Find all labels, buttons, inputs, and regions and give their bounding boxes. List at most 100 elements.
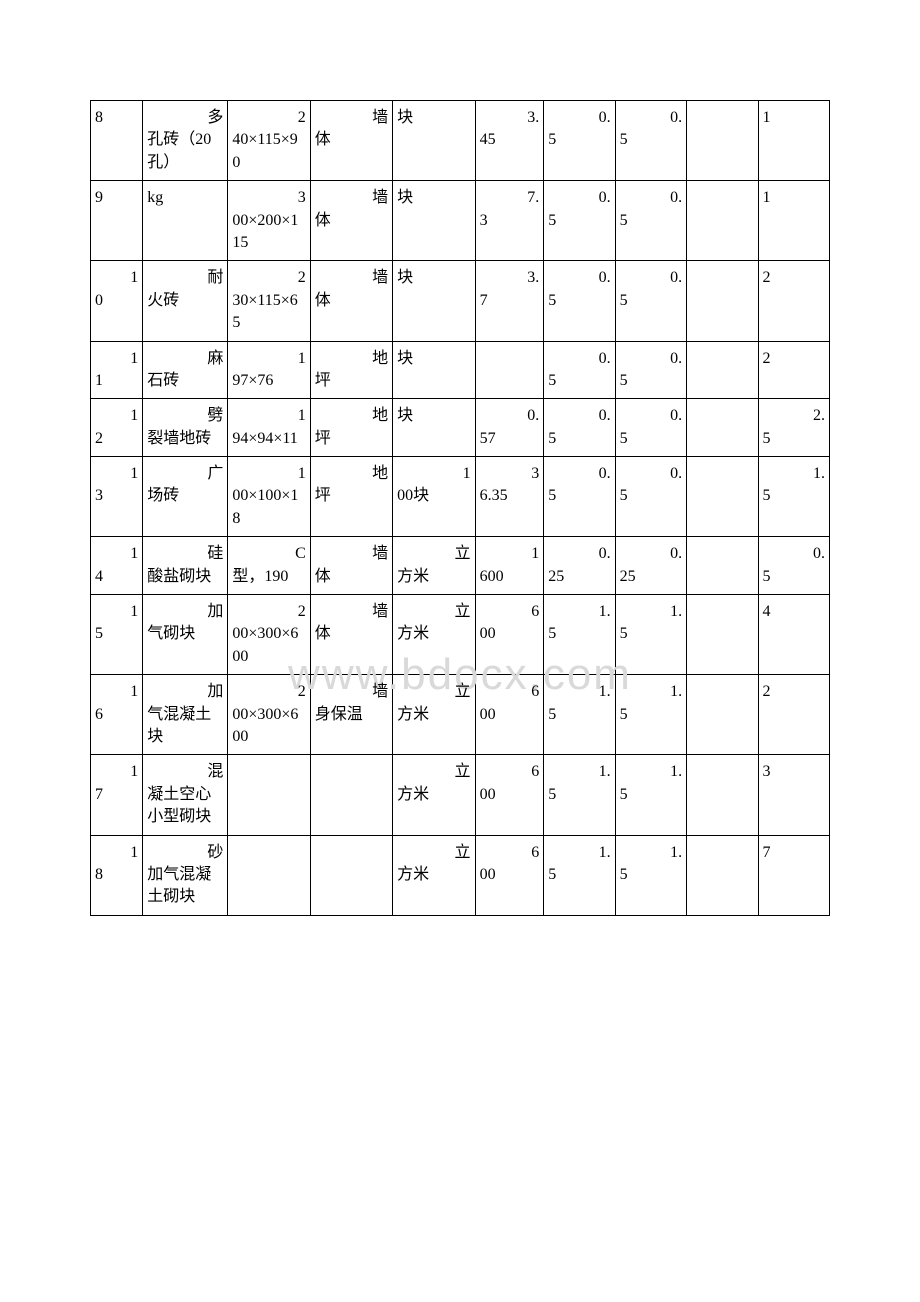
cell-bottom-left: 8 — [95, 864, 138, 886]
cell-top-right: 加 — [147, 601, 223, 623]
cell-bottom-left: 体 — [315, 623, 388, 645]
table-cell — [228, 835, 310, 915]
cell-bottom-left: 块 — [397, 405, 470, 427]
table-cell: 7.3 — [475, 181, 544, 261]
cell-top-right: 3. — [480, 107, 540, 129]
cell-top-right: 3 — [480, 463, 540, 485]
cell-top-right: 1 — [232, 463, 305, 485]
cell-bottom-left: 7 — [763, 842, 826, 864]
table-cell: 0.5 — [615, 181, 686, 261]
cell-bottom-left: 5 — [620, 290, 682, 312]
table-cell: 0.5 — [615, 101, 686, 181]
cell-bottom-left: 7 — [480, 290, 540, 312]
table-cell: 15 — [91, 595, 143, 675]
cell-bottom-left: 5 — [548, 210, 610, 232]
cell-top-right: 1. — [620, 601, 682, 623]
table-cell: 地坪 — [310, 399, 392, 457]
cell-top-right: 1 — [232, 405, 305, 427]
cell-top-right: 0. — [548, 543, 610, 565]
table-cell: 块 — [393, 399, 475, 457]
cell-top-right: 立 — [397, 681, 470, 703]
cell-bottom-left: 00×300×600 — [232, 704, 305, 749]
cell-bottom-left: 凝土空心小型砌块 — [147, 784, 223, 829]
table-cell: 230×115×65 — [228, 261, 310, 341]
materials-table: 8多孔砖（20孔）240×115×90墙体块3.450.50.519kg300×… — [90, 100, 830, 916]
cell-bottom-left: 00×300×600 — [232, 623, 305, 668]
table-cell: 墙体 — [310, 537, 392, 595]
cell-bottom-left: 火砖 — [147, 290, 223, 312]
table-cell: 墙体 — [310, 101, 392, 181]
cell-top-right: 1. — [548, 842, 610, 864]
cell-bottom-left: 坪 — [315, 428, 388, 450]
cell-top-right: 6 — [480, 601, 540, 623]
cell-bottom-left: 5 — [620, 428, 682, 450]
cell-top-right: 墙 — [315, 681, 388, 703]
cell-bottom-left: 块 — [397, 267, 470, 289]
table-cell: 0.25 — [615, 537, 686, 595]
table-cell: 1.5 — [544, 675, 615, 755]
cell-bottom-left: 酸盐砌块 — [147, 566, 223, 588]
table-cell: 16 — [91, 675, 143, 755]
table-cell: 600 — [475, 835, 544, 915]
cell-top-right: 1. — [548, 761, 610, 783]
cell-bottom-left: 5 — [620, 129, 682, 151]
table-cell: 墙体 — [310, 595, 392, 675]
table-cell: 0.5 — [544, 261, 615, 341]
table-cell: 3 — [758, 755, 830, 835]
cell-top-right: 1 — [95, 761, 138, 783]
table-cell: 立方米 — [393, 675, 475, 755]
cell-bottom-left: 00 — [480, 864, 540, 886]
table-cell: 13 — [91, 457, 143, 537]
table-cell: 0.25 — [544, 537, 615, 595]
cell-bottom-left: 40×115×90 — [232, 129, 305, 174]
cell-top-right: 1 — [95, 543, 138, 565]
cell-top-right: 1 — [480, 543, 540, 565]
table-cell: 200×300×600 — [228, 595, 310, 675]
table-cell: 197×76 — [228, 341, 310, 399]
table-cell: 600 — [475, 675, 544, 755]
cell-top-right: 1 — [95, 463, 138, 485]
table-cell: 墙体 — [310, 181, 392, 261]
cell-bottom-left: 5 — [95, 623, 138, 645]
table-cell: 2.5 — [758, 399, 830, 457]
table-cell: 混凝土空心小型砌块 — [143, 755, 228, 835]
cell-bottom-left: 5 — [620, 864, 682, 886]
cell-bottom-left: 加气混凝土砌块 — [147, 864, 223, 909]
cell-top-right: 墙 — [315, 187, 388, 209]
cell-bottom-left: 5 — [548, 370, 610, 392]
cell-top-right: 2 — [232, 601, 305, 623]
table-cell — [687, 399, 758, 457]
table-cell: 耐火砖 — [143, 261, 228, 341]
table-cell: 1.5 — [544, 755, 615, 835]
page: www.bdocx.com 8多孔砖（20孔）240×115×90墙体块3.45… — [0, 0, 920, 976]
cell-bottom-left: 1 — [95, 370, 138, 392]
cell-bottom-left: 5 — [548, 428, 610, 450]
cell-top-right: 麻 — [147, 348, 223, 370]
cell-bottom-left: 3 — [480, 210, 540, 232]
cell-bottom-left: 5 — [620, 370, 682, 392]
cell-bottom-left: 00×200×115 — [232, 210, 305, 255]
table-cell: 0.5 — [758, 537, 830, 595]
table-cell: 0.5 — [544, 101, 615, 181]
cell-top-right: 0. — [620, 348, 682, 370]
cell-top-right: 1. — [620, 681, 682, 703]
cell-top-right: 1 — [95, 842, 138, 864]
table-cell: 地坪 — [310, 341, 392, 399]
table-row: 12劈裂墙地砖194×94×11地坪块0.570.50.52.5 — [91, 399, 830, 457]
table-row: 15加气砌块200×300×600墙体立方米6001.51.54 — [91, 595, 830, 675]
cell-bottom-left: 97×76 — [232, 370, 305, 392]
table-cell: 36.35 — [475, 457, 544, 537]
cell-top-right: 立 — [397, 601, 470, 623]
cell-top-right: 墙 — [315, 267, 388, 289]
cell-bottom-left: 0 — [95, 290, 138, 312]
table-cell: 多孔砖（20孔） — [143, 101, 228, 181]
cell-top-right: 0. — [480, 405, 540, 427]
table-cell: 立方米 — [393, 835, 475, 915]
cell-bottom-left: 00块 — [397, 485, 470, 507]
table-cell: 18 — [91, 835, 143, 915]
cell-bottom-left: 2 — [763, 681, 826, 703]
cell-bottom-left: 5 — [620, 784, 682, 806]
cell-top-right: 0. — [548, 267, 610, 289]
cell-bottom-left: 6 — [95, 704, 138, 726]
table-cell: 0.5 — [544, 341, 615, 399]
